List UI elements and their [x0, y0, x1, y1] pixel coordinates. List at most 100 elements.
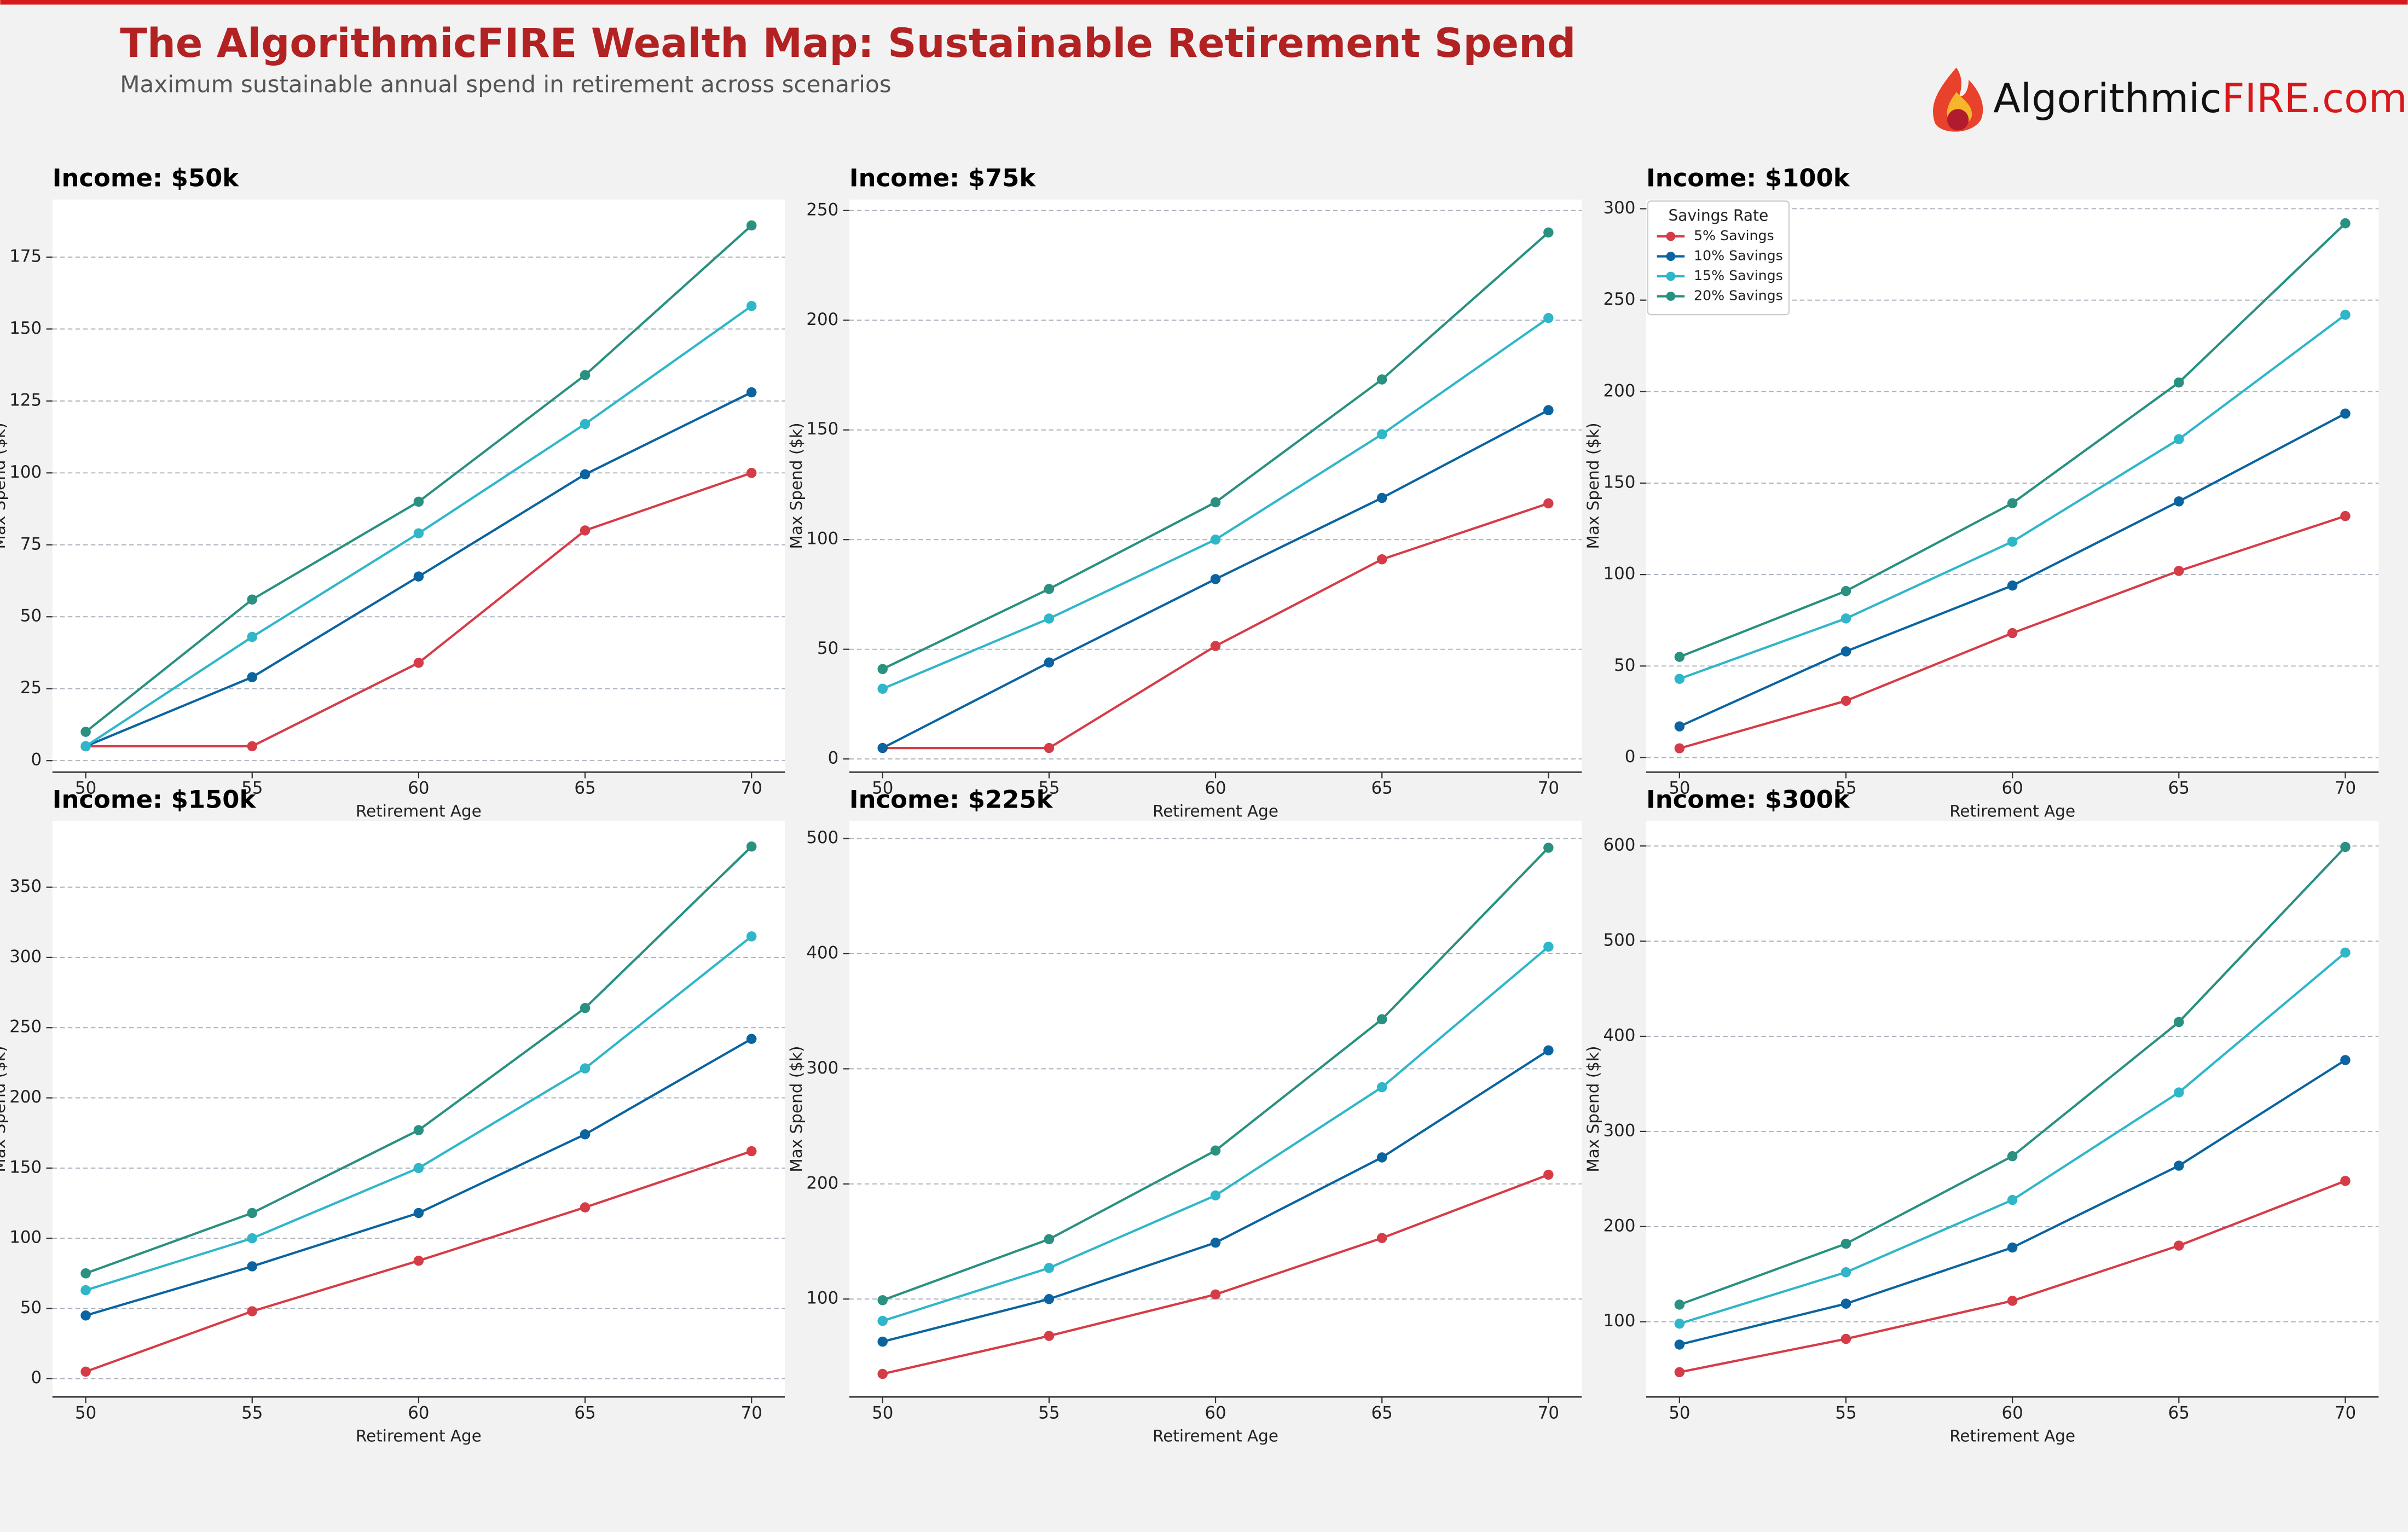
- x-axis-label: Retirement Age: [356, 802, 482, 821]
- data-point: [1210, 1289, 1221, 1300]
- y-axis-label: Max Spend ($k): [787, 1046, 806, 1172]
- x-tick-label: 70: [741, 779, 762, 798]
- legend-marker: [1666, 271, 1676, 281]
- x-tick-label: 50: [872, 779, 893, 798]
- x-tick-label: 50: [1669, 1403, 1690, 1423]
- data-point: [2007, 1194, 2018, 1205]
- data-point: [80, 1310, 91, 1321]
- data-point: [1210, 534, 1221, 545]
- data-point: [1210, 1145, 1221, 1156]
- data-point: [247, 1208, 258, 1218]
- data-point: [1840, 646, 1851, 657]
- data-point: [1044, 1331, 1055, 1341]
- data-point: [2174, 1160, 2184, 1171]
- data-point: [580, 419, 591, 430]
- data-point: [1543, 227, 1554, 238]
- data-point: [1376, 492, 1387, 503]
- data-point: [1674, 721, 1685, 732]
- data-point: [1840, 1267, 1851, 1278]
- y-tick-label: 100: [9, 462, 42, 482]
- y-tick-label: 75: [20, 534, 42, 554]
- y-tick-label: 600: [1603, 835, 1635, 855]
- y-tick-label: 0: [31, 1368, 42, 1388]
- y-tick-label: 350: [9, 877, 42, 896]
- y-axis-label: Max Spend ($k): [1584, 1046, 1602, 1172]
- data-point: [2007, 498, 2018, 508]
- data-point: [1674, 652, 1685, 662]
- data-point: [1210, 1237, 1221, 1248]
- data-point: [877, 742, 888, 753]
- data-point: [247, 1261, 258, 1272]
- data-point: [877, 683, 888, 694]
- y-tick-label: 50: [20, 606, 42, 626]
- data-point: [746, 220, 757, 231]
- data-point: [1376, 429, 1387, 440]
- y-tick-label: 100: [1603, 1311, 1635, 1331]
- legend: Savings Rate 5% Savings 10% Savings 15% Sav…: [1647, 200, 1790, 316]
- data-point: [413, 496, 424, 507]
- data-point: [746, 301, 757, 311]
- data-point: [1543, 405, 1554, 415]
- page-title: The AlgorithmicFIRE Wealth Map: Sustaina…: [120, 20, 1576, 67]
- y-axis-label: Max Spend ($k): [0, 1046, 9, 1172]
- x-tick-label: 70: [1538, 1403, 1559, 1423]
- logo-accent: FIRE.com: [2222, 76, 2407, 122]
- x-tick-label: 70: [741, 1403, 762, 1423]
- data-point: [1044, 657, 1055, 668]
- data-point: [413, 1208, 424, 1218]
- y-tick-label: 300: [1603, 1121, 1635, 1140]
- logo-text: AlgorithmicFIRE.com: [1993, 76, 2407, 122]
- data-point: [746, 468, 757, 478]
- legend-label: 15% Savings: [1694, 268, 1783, 283]
- data-point: [1044, 1234, 1055, 1245]
- y-axis-label: Max Spend ($k): [0, 422, 9, 549]
- data-point: [1674, 1367, 1685, 1378]
- data-point: [80, 1268, 91, 1279]
- y-tick-label: 200: [806, 310, 838, 329]
- y-tick-label: 100: [806, 1289, 838, 1308]
- x-tick-label: 60: [1205, 779, 1226, 798]
- data-point: [877, 1368, 888, 1379]
- data-point: [247, 672, 258, 682]
- page-subtitle: Maximum sustainable annual spend in reti…: [120, 71, 891, 98]
- x-tick-label: 60: [408, 779, 429, 798]
- data-point: [247, 1233, 258, 1244]
- y-tick-label: 50: [817, 639, 838, 658]
- data-point: [1543, 942, 1554, 952]
- x-axis-label: Retirement Age: [1153, 802, 1278, 821]
- y-tick-label: 150: [9, 318, 42, 338]
- y-tick-label: 400: [806, 943, 838, 962]
- chart-title: Income: $75k: [849, 163, 1037, 192]
- legend-box: [1647, 200, 1790, 316]
- data-point: [1376, 1014, 1387, 1025]
- data-point: [247, 594, 258, 605]
- y-tick-label: 125: [9, 390, 42, 410]
- data-point: [2007, 1296, 2018, 1306]
- data-point: [746, 931, 757, 942]
- y-tick-label: 50: [1614, 655, 1635, 675]
- data-point: [413, 571, 424, 582]
- data-point: [1840, 1298, 1851, 1309]
- data-point: [1044, 1293, 1055, 1304]
- x-tick-label: 55: [1038, 1403, 1060, 1423]
- data-point: [2007, 1151, 2018, 1162]
- data-point: [746, 841, 757, 852]
- data-point: [1044, 742, 1055, 753]
- data-point: [1210, 1190, 1221, 1201]
- legend-marker: [1666, 231, 1676, 241]
- data-point: [1376, 1082, 1387, 1093]
- data-point: [746, 387, 757, 398]
- data-point: [1840, 585, 1851, 596]
- y-axis-label: Max Spend ($k): [1584, 422, 1602, 549]
- chart-title: Income: $300k: [1646, 785, 1850, 814]
- plot-area: [849, 821, 1582, 1397]
- data-point: [80, 727, 91, 737]
- chart-title: Income: $225k: [849, 785, 1054, 814]
- data-point: [2340, 1055, 2351, 1065]
- data-point: [1376, 1233, 1387, 1243]
- data-point: [1840, 1238, 1851, 1249]
- x-tick-label: 65: [1371, 1403, 1393, 1423]
- y-tick-label: 200: [9, 1087, 42, 1107]
- data-point: [2340, 218, 2351, 229]
